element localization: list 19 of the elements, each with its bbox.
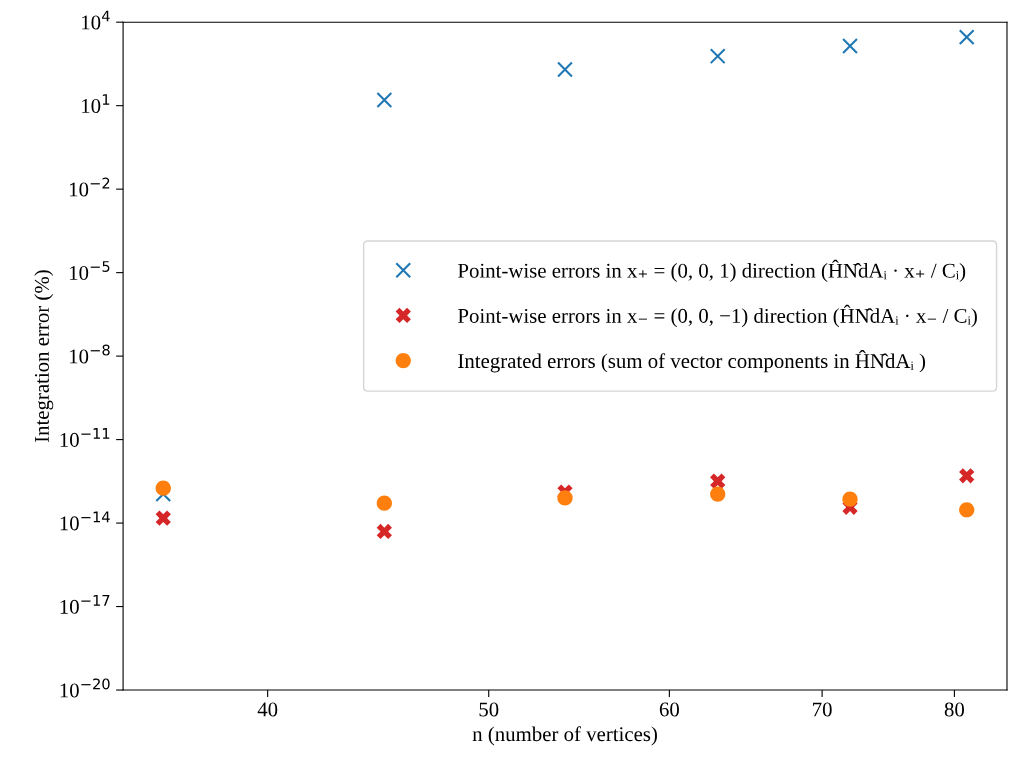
y-tick-label: 10$^{−2}$: [70, 177, 110, 197]
x-tick-label: 80: [944, 702, 965, 717]
y-tick-label: 10$^{−5}$: [70, 261, 110, 280]
y-tick-label: 10$^{1}$: [82, 94, 110, 113]
y-tick-label: 10$^{−14}$: [60, 511, 110, 531]
y-tick-label: 10$^{−11}$: [60, 428, 110, 447]
legend-label: Point-wise errors in x₋ = (0, 0, −1) direction (ĤN̂dAᵢ · x₋ / Cᵢ): [458, 304, 977, 328]
y-tick-label: 10$^{−20}$: [60, 678, 110, 698]
y-tick-label: 10$^{4}$: [82, 10, 110, 30]
y-axis-title: Integration error (%): [34, 270, 54, 443]
legend-label: Integrated errors (sum of vector components in ĤN̂dAᵢ ): [458, 350, 926, 373]
y-tick-label: 10$^{−8}$: [70, 344, 110, 364]
legend-label: Point-wise errors in x₊ = (0, 0, 1) direction (ĤN̂dAᵢ · x₊ / Cᵢ): [458, 259, 966, 282]
y-tick-label: 10$^{−17}$: [60, 595, 110, 614]
x-tick-label: 60: [659, 702, 679, 717]
x-axis-title: n (number of vertices): [472, 726, 657, 746]
x-tick-label: 40: [257, 702, 278, 717]
x-tick-label: 50: [479, 702, 499, 717]
x-tick-label: 70: [813, 702, 832, 717]
